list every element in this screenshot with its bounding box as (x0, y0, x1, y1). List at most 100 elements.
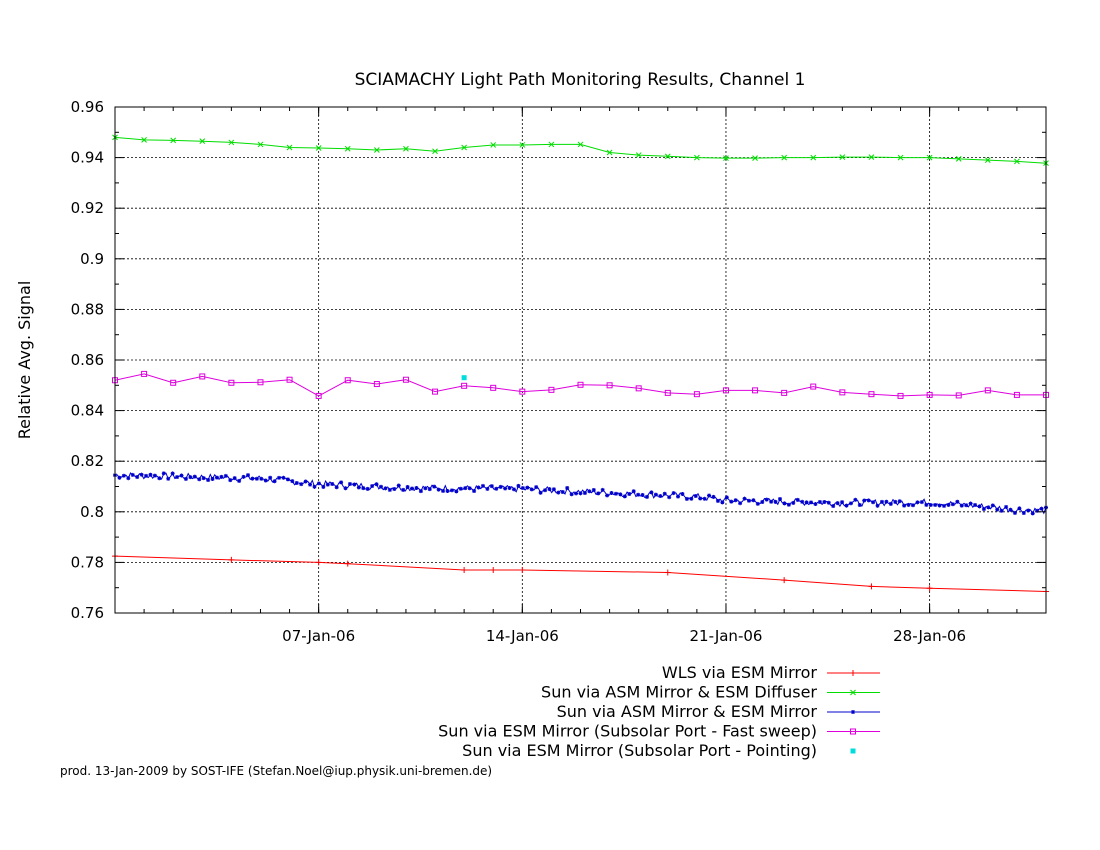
legend-swatch-marker (850, 748, 856, 754)
data-point (405, 484, 410, 489)
series-2 (112, 134, 1049, 167)
data-point (166, 476, 171, 481)
data-point (635, 385, 642, 392)
data-point (199, 373, 206, 380)
data-point (139, 472, 144, 477)
data-point (315, 392, 322, 399)
data-point (676, 494, 681, 499)
data-point (888, 501, 893, 506)
data-point (911, 503, 915, 508)
data-point (534, 485, 539, 490)
data-point (606, 149, 613, 156)
data-point (919, 500, 924, 505)
data-point (387, 487, 392, 492)
data-point (653, 492, 658, 497)
data-point (810, 383, 817, 390)
data-point (694, 154, 700, 161)
grid (115, 107, 1046, 613)
data-point (722, 387, 729, 394)
y-axis-label: Relative Avg. Signal (15, 281, 34, 440)
data-point (525, 485, 530, 490)
data-point (964, 503, 969, 508)
series-1 (112, 553, 1049, 595)
data-point (698, 496, 703, 501)
data-point (618, 492, 623, 497)
data-point (897, 499, 902, 504)
data-point (257, 379, 264, 386)
y-tick-label: 0.86 (71, 351, 104, 369)
data-point (373, 147, 380, 153)
footer-text: prod. 13-Jan-2009 by SOST-IFE (Stefan.No… (60, 764, 492, 778)
data-point (928, 503, 933, 508)
data-point (977, 504, 982, 509)
data-point (606, 382, 613, 389)
data-point (702, 496, 707, 501)
data-point (529, 487, 534, 492)
data-point (897, 392, 904, 399)
data-point (321, 484, 326, 489)
data-point (835, 501, 840, 506)
data-point (325, 482, 330, 487)
data-point (418, 489, 423, 494)
data-point (664, 153, 671, 160)
y-tick-label: 0.9 (80, 250, 104, 268)
data-point (272, 479, 277, 484)
data-point (693, 493, 698, 498)
data-point (645, 494, 649, 499)
data-point (519, 388, 526, 395)
data-point (228, 556, 235, 563)
data-point (689, 496, 694, 501)
data-point (897, 154, 904, 161)
data-point (769, 499, 774, 504)
series-4 (112, 370, 1049, 399)
series-line (114, 373, 1046, 397)
legend-swatch-marker (850, 689, 856, 696)
data-point (711, 494, 716, 499)
data-point (868, 391, 875, 398)
data-point (569, 492, 574, 497)
series-3 (113, 471, 1048, 516)
legend-label: Sun via ASM Mirror & ESM Diffuser (541, 683, 817, 702)
data-point (548, 386, 555, 393)
data-point (631, 489, 636, 494)
series-line (114, 136, 1047, 164)
data-point (778, 497, 782, 502)
data-point (565, 485, 570, 490)
data-point (781, 389, 788, 396)
data-point (396, 483, 401, 488)
data-point (853, 497, 858, 502)
data-point (862, 498, 867, 503)
data-point (981, 507, 986, 512)
data-point (999, 508, 1004, 513)
y-tick-label: 0.84 (71, 402, 104, 420)
data-point (520, 486, 525, 491)
data-point (1039, 506, 1044, 511)
data-point (214, 475, 219, 480)
x-tick-label: 14-Jan-06 (486, 627, 559, 645)
data-point (241, 474, 246, 479)
data-point (587, 489, 592, 494)
data-point (1017, 506, 1022, 511)
data-point (884, 499, 889, 504)
data-point (461, 375, 467, 381)
data-point (649, 490, 654, 495)
data-point (347, 481, 352, 486)
data-point (724, 495, 729, 500)
data-point (228, 139, 235, 146)
data-point (485, 486, 490, 491)
data-point (489, 484, 494, 489)
data-point (374, 482, 379, 487)
data-point (990, 503, 995, 508)
data-point (339, 480, 344, 485)
data-point (130, 472, 135, 477)
data-point (286, 376, 293, 383)
data-point (839, 389, 846, 396)
data-point (228, 379, 235, 386)
data-point (144, 473, 149, 478)
data-point (498, 484, 503, 489)
data-point (973, 502, 978, 507)
data-point (609, 491, 614, 496)
series-line (114, 555, 1047, 592)
data-point (490, 142, 497, 148)
legend-label: Sun via ESM Mirror (Subsolar Port - Poin… (462, 741, 817, 760)
